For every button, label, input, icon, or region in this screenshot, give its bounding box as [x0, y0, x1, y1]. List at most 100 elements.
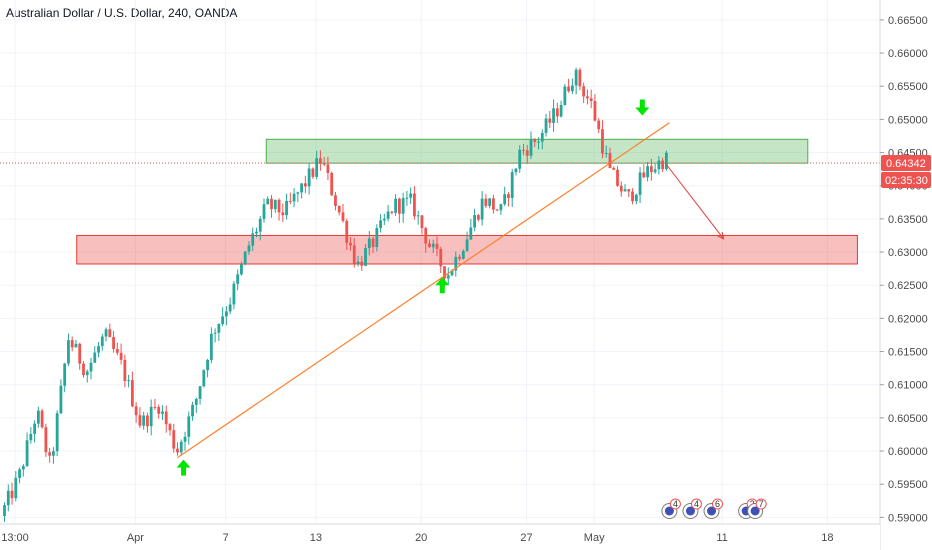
signal-arrows[interactable] [176, 99, 650, 476]
y-tick-label: 0.60000 [888, 446, 928, 458]
candle [537, 137, 540, 150]
candle [44, 423, 48, 457]
candle [213, 328, 217, 343]
candle [476, 213, 480, 222]
candle [74, 339, 78, 348]
trendline[interactable] [177, 122, 670, 459]
candle [164, 405, 168, 433]
drawings[interactable] [0, 122, 880, 459]
candle [649, 158, 653, 181]
candle [664, 150, 668, 171]
x-tick-label: Apr [127, 532, 144, 544]
candle [386, 204, 390, 222]
candle [183, 431, 187, 451]
event-marker[interactable]: 6 [703, 498, 724, 519]
candle [586, 89, 589, 105]
event-count: 6 [715, 499, 720, 509]
candle [552, 99, 555, 132]
candle [251, 227, 255, 251]
candle [93, 346, 97, 363]
candle [574, 67, 578, 95]
resistance-zone[interactable] [265, 138, 809, 164]
price-badges: 0.64342 02:35:30 [881, 155, 931, 189]
event-count: 4 [694, 499, 699, 509]
candle [405, 190, 409, 206]
up-arrow-1[interactable] [176, 459, 191, 476]
candle [236, 269, 240, 291]
candle [657, 156, 661, 175]
x-axis[interactable]: 13:00 Apr 7 13 20 27 May 11 18 [0, 523, 880, 550]
candle [533, 138, 537, 147]
candle [247, 241, 251, 255]
candle [198, 386, 202, 405]
candle [461, 249, 465, 260]
event-marker[interactable]: 4 [682, 498, 702, 519]
candle [597, 118, 601, 134]
projection-arrow[interactable] [665, 164, 725, 240]
candle [127, 374, 131, 388]
candle [330, 171, 334, 197]
y-axis[interactable]: 0.59000 0.59500 0.60000 0.60500 0.61000 0.615… [879, 0, 932, 550]
candle [18, 467, 21, 484]
candle [413, 186, 416, 220]
x-tick-label: 11 [716, 532, 727, 544]
candle [540, 129, 544, 150]
candle [108, 323, 112, 338]
candle [221, 307, 225, 327]
candle [563, 83, 567, 106]
up-arrow-2[interactable] [435, 277, 450, 294]
candle [495, 208, 499, 211]
event-markers[interactable]: 44627 [661, 498, 767, 519]
candle [510, 168, 514, 207]
candle [567, 78, 571, 93]
candle [153, 398, 157, 410]
candle [25, 432, 29, 467]
x-tick-label: 13 [310, 532, 322, 544]
event-marker[interactable]: 7 [747, 498, 767, 519]
candle [315, 150, 319, 180]
candle [224, 306, 228, 326]
candle [349, 236, 352, 251]
candle [115, 342, 119, 356]
candle [262, 198, 266, 223]
candle [627, 189, 631, 198]
event-marker[interactable]: 4 [661, 498, 681, 519]
event-count: 4 [673, 499, 678, 509]
candle [507, 192, 510, 207]
candle [319, 150, 322, 171]
y-tick-label: 0.66500 [888, 15, 928, 27]
candle [544, 114, 548, 137]
candle [431, 239, 435, 254]
candle [529, 131, 533, 160]
candle [379, 214, 382, 233]
candle [277, 198, 281, 221]
candle [194, 397, 198, 414]
candle [390, 211, 394, 215]
y-tick-label: 0.61000 [888, 380, 928, 392]
candle [356, 255, 360, 267]
candle [499, 203, 503, 216]
candle [364, 244, 367, 267]
candle [360, 256, 364, 271]
candle [604, 145, 608, 158]
x-tick-label: 18 [821, 532, 833, 544]
candle [409, 187, 413, 204]
candle [631, 188, 634, 205]
candle [292, 188, 296, 208]
candle [653, 163, 657, 174]
x-tick-label: 27 [520, 532, 532, 544]
candle [85, 369, 89, 383]
down-arrow-1[interactable] [635, 99, 650, 116]
candle [522, 143, 525, 156]
y-tick-label: 0.65000 [888, 114, 928, 126]
candle [416, 210, 420, 225]
candle [217, 323, 221, 341]
y-tick-label: 0.65500 [888, 81, 928, 93]
candle [394, 194, 398, 216]
candle [619, 181, 623, 197]
candle [371, 236, 375, 254]
candle [273, 199, 277, 213]
candle [601, 120, 604, 159]
candle [123, 354, 127, 388]
